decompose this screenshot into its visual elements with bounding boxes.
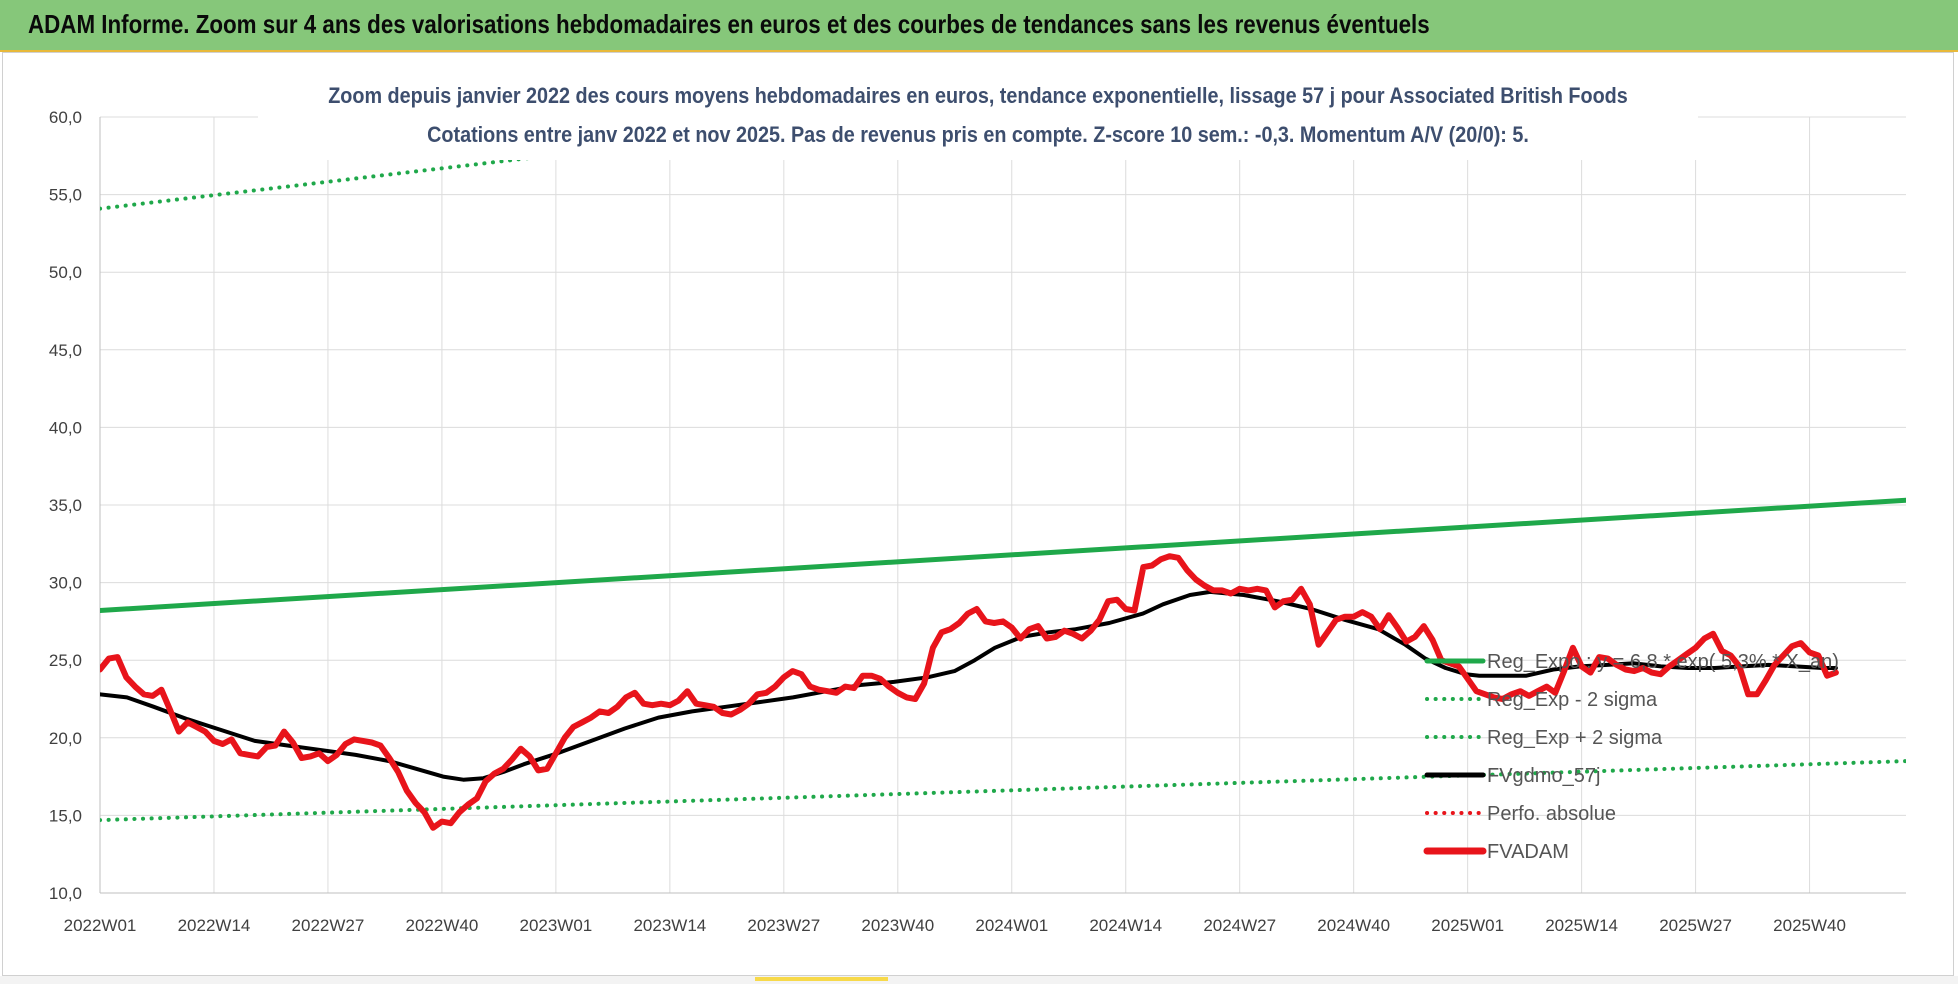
x-tick-label: 2022W40 bbox=[406, 916, 479, 935]
x-tick-label: 2023W14 bbox=[633, 916, 706, 935]
x-tick-label: 2025W14 bbox=[1545, 916, 1618, 935]
legend-label: Reg_Exp - 2 sigma bbox=[1487, 689, 1658, 711]
y-tick-label: 55,0 bbox=[49, 186, 82, 205]
x-tick-label: 2023W01 bbox=[519, 916, 592, 935]
legend-label: Reg_Exp + 2 sigma bbox=[1487, 727, 1663, 749]
x-tick-label: 2024W14 bbox=[1089, 916, 1162, 935]
title-banner: ADAM Informe. Zoom sur 4 ans des valoris… bbox=[0, 0, 1958, 52]
bottom-edge bbox=[0, 976, 1958, 984]
series-reg-expo-y-6-8-exp-5-3-x-an bbox=[100, 497, 1906, 613]
y-tick-label: 10,0 bbox=[49, 884, 82, 903]
x-tick-label: 2024W27 bbox=[1203, 916, 1276, 935]
chart-title: Zoom depuis janvier 2022 des cours moyen… bbox=[328, 84, 1628, 108]
series-fvgdmo-57j bbox=[100, 589, 1838, 782]
grid-layer bbox=[99, 116, 1906, 894]
chart-frame bbox=[2, 52, 1954, 976]
series-reg-exp-2-sigma bbox=[100, 115, 912, 211]
series-fvadam bbox=[100, 553, 1839, 831]
y-tick-label: 25,0 bbox=[49, 651, 82, 670]
x-tick-label: 2022W01 bbox=[64, 916, 137, 935]
legend-item: Reg_Exp - 2 sigma bbox=[1425, 689, 1658, 711]
legend-item: Perfo. absolue bbox=[1425, 803, 1616, 825]
x-tick-label: 2023W40 bbox=[861, 916, 934, 935]
y-axis: 10,0 15,0 20,0 25,0 30,0 35,0 40,0 45,0 50,0 55,0… bbox=[49, 108, 82, 903]
series-reg-exp-2-sigma bbox=[100, 759, 1906, 823]
banner-title: ADAM Informe. Zoom sur 4 ans des valoris… bbox=[28, 9, 1430, 39]
x-tick-label: 2022W14 bbox=[178, 916, 251, 935]
legend-label: FVADAM bbox=[1487, 841, 1569, 863]
x-tick-label: 2025W27 bbox=[1659, 916, 1732, 935]
y-tick-label: 20,0 bbox=[49, 729, 82, 748]
legend-label: FVgdmo_57j bbox=[1487, 765, 1600, 787]
bottom-accent bbox=[755, 977, 888, 981]
legend-label: Perfo. absolue bbox=[1487, 803, 1616, 825]
chart-subtitle: Cotations entre janv 2022 et nov 2025. P… bbox=[427, 123, 1529, 147]
legend-item: Reg_Exp + 2 sigma bbox=[1425, 727, 1663, 749]
y-tick-label: 45,0 bbox=[49, 341, 82, 360]
x-tick-label: 2025W40 bbox=[1773, 916, 1846, 935]
y-tick-label: 15,0 bbox=[49, 806, 82, 825]
chart-titles: Zoom depuis janvier 2022 des cours moyen… bbox=[258, 80, 1698, 160]
y-tick-label: 40,0 bbox=[49, 418, 82, 437]
x-tick-label: 2023W27 bbox=[747, 916, 820, 935]
x-tick-label: 2022W27 bbox=[292, 916, 365, 935]
legend-label: Reg_Expo : y = 6,8 * exp( 5,3% * X_an) bbox=[1487, 651, 1839, 673]
y-tick-label: 35,0 bbox=[49, 496, 82, 515]
legend-item: FVADAM bbox=[1423, 841, 1569, 863]
legend: Reg_Expo : y = 6,8 * exp( 5,3% * X_an) Re… bbox=[1423, 651, 1839, 863]
x-axis: 2022W01 2022W14 2022W27 2022W40 2023W01 2023W… bbox=[64, 916, 1846, 935]
y-tick-label: 50,0 bbox=[49, 263, 82, 282]
x-tick-label: 2024W40 bbox=[1317, 916, 1390, 935]
x-tick-label: 2024W01 bbox=[975, 916, 1048, 935]
legend-item: FVgdmo_57j bbox=[1424, 765, 1600, 787]
y-tick-label: 30,0 bbox=[49, 574, 82, 593]
series-layer bbox=[100, 115, 1906, 831]
x-tick-label: 2025W01 bbox=[1431, 916, 1504, 935]
legend-item: Reg_Expo : y = 6,8 * exp( 5,3% * X_an) bbox=[1424, 651, 1839, 673]
y-tick-label: 60,0 bbox=[49, 108, 82, 127]
